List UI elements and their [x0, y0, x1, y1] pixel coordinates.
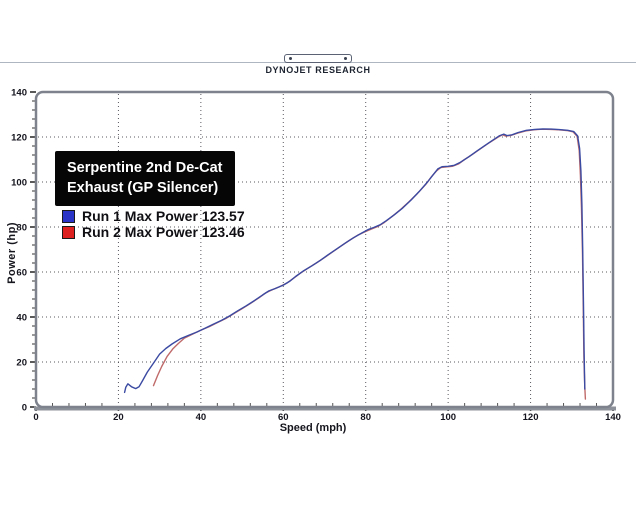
x-tick-label-100: 100: [440, 412, 456, 423]
logo-dot-left-icon: [289, 57, 292, 60]
logo-dot-right-icon: [344, 57, 347, 60]
y-tick-label-80: 80: [16, 223, 27, 234]
y-axis-title: Power (hp): [6, 222, 18, 284]
x-axis-title: Speed (mph): [279, 422, 347, 434]
plot-frame: [34, 90, 615, 409]
test-description-box: Serpentine 2nd De-Cat Exhaust (GP Silenc…: [55, 151, 235, 206]
chart-legend: Run 1 Max Power 123.57 Run 2 Max Power 1…: [62, 208, 245, 240]
y-tick-label-0: 0: [22, 403, 27, 414]
legend-label-run1: Run 1 Max Power 123.57: [82, 208, 245, 224]
x-tick-label-20: 20: [113, 412, 124, 423]
x-tick-label-120: 120: [523, 412, 539, 423]
run1-color-swatch-icon: [62, 209, 75, 223]
y-tick-label-120: 120: [11, 133, 27, 144]
x-tick-label-40: 40: [196, 412, 207, 423]
y-tick-label-60: 60: [16, 268, 27, 279]
x-tick-label-60: 60: [278, 412, 289, 423]
x-tick-label-80: 80: [360, 412, 371, 423]
y-tick-label-140: 140: [11, 88, 27, 99]
dynojet-logo-icon: [284, 54, 352, 63]
y-tick-label-100: 100: [11, 178, 27, 189]
x-tick-label-140: 140: [605, 412, 621, 423]
y-tick-label-20: 20: [16, 358, 27, 369]
x-tick-label-0: 0: [33, 412, 38, 423]
legend-item-run1: Run 1 Max Power 123.57: [62, 208, 245, 224]
run2-color-swatch-icon: [62, 225, 75, 239]
y-tick-label-40: 40: [16, 313, 27, 324]
brand-title: DYNOJET RESEARCH: [265, 65, 371, 75]
test-description-line2: Exhaust (GP Silencer): [67, 180, 219, 196]
chart-svg: 0 20 40 60 80 100 120 140 0 20 40 60 80 100 120 140: [11, 88, 621, 424]
run1-curve: [123, 128, 586, 394]
legend-item-run2: Run 2 Max Power 123.46: [62, 224, 245, 240]
test-description-line1: Serpentine 2nd De-Cat: [67, 160, 223, 176]
legend-label-run2: Run 2 Max Power 123.46: [82, 224, 245, 240]
